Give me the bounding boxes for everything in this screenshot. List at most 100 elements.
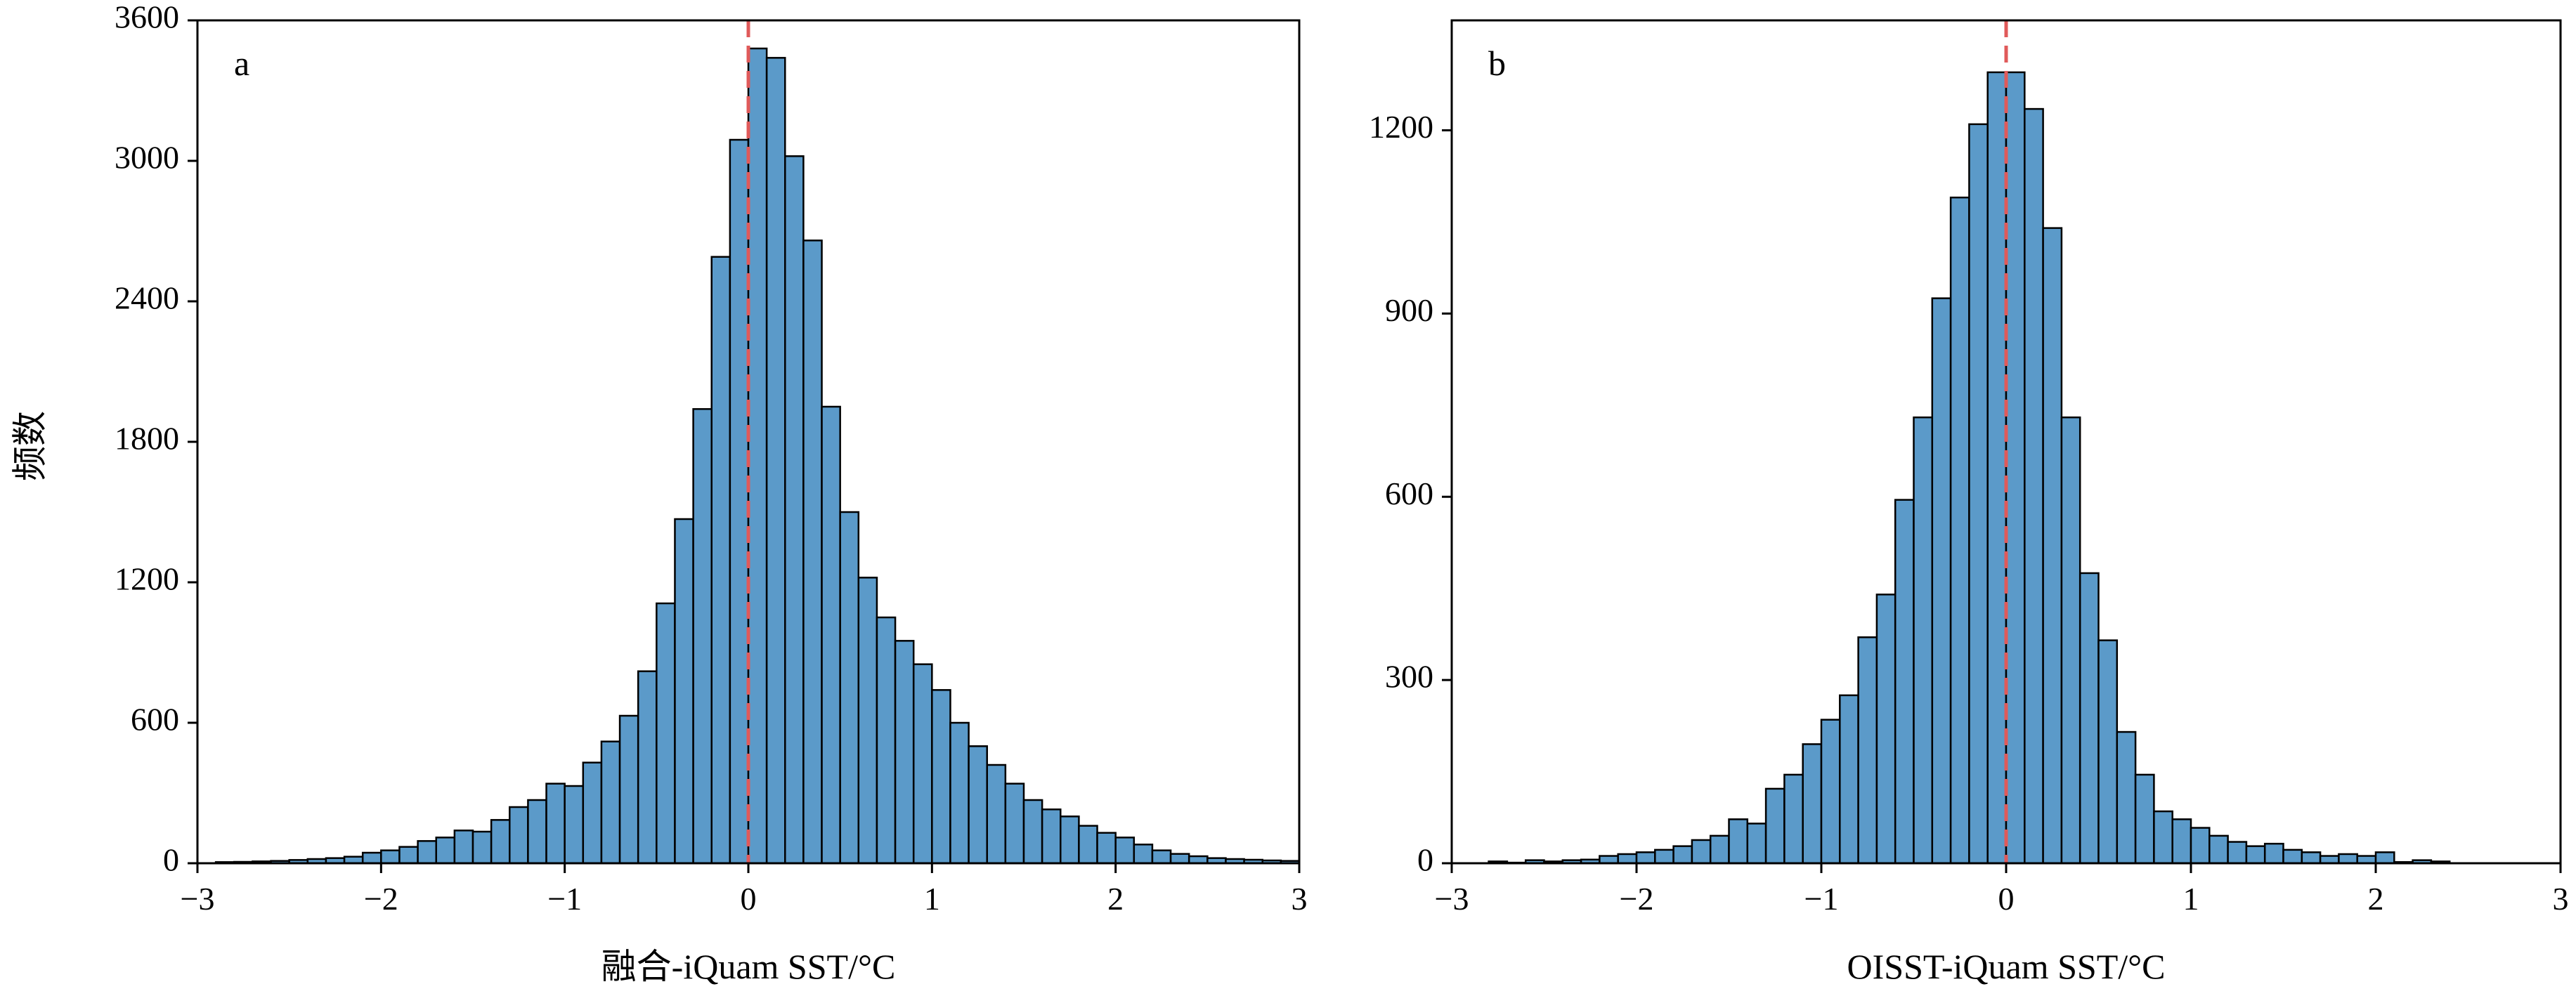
histogram-bar xyxy=(1078,825,1098,865)
y-tick-label: 600 xyxy=(1385,476,1433,511)
x-tick-label: −1 xyxy=(1804,881,1839,917)
histogram-bar xyxy=(1599,855,1619,865)
histogram-bar xyxy=(2209,834,2229,865)
histogram-bar xyxy=(1783,773,1804,865)
histogram-bar xyxy=(1654,848,1674,865)
panel-a-letter: a xyxy=(234,44,249,83)
histogram-bar xyxy=(618,714,639,865)
histogram-bar xyxy=(1709,834,1730,865)
histogram-bar xyxy=(2116,730,2137,865)
histogram-bar xyxy=(839,511,860,865)
histogram-bar xyxy=(2024,107,2044,865)
histogram-bar xyxy=(986,764,1007,865)
x-tick-label: 3 xyxy=(2553,881,2569,917)
y-tick-label: 1200 xyxy=(115,561,179,597)
histogram-bar xyxy=(876,616,897,865)
histogram-bar xyxy=(1096,832,1117,865)
histogram-bar xyxy=(1169,853,1190,865)
histogram-bar xyxy=(2042,227,2063,865)
panel-a-ticks: −3 −2 −1 0 1 2 3 0 600 1200 1800 2400 3000 3600 xyxy=(115,0,1308,917)
x-tick-label: 2 xyxy=(1107,881,1124,917)
histogram-bar xyxy=(2171,818,2192,865)
histogram-bar xyxy=(2301,851,2322,865)
histogram-bar xyxy=(545,782,566,865)
histogram-bar xyxy=(1635,851,1656,865)
x-tick-label: 0 xyxy=(741,881,757,917)
x-tick-label: 1 xyxy=(2183,881,2199,917)
y-tick-label: 3000 xyxy=(115,140,179,176)
x-tick-label: −2 xyxy=(364,881,398,917)
histogram-bar xyxy=(2356,855,2377,865)
histogram-bar xyxy=(1691,839,1712,865)
histogram-bar xyxy=(710,256,731,865)
histogram-bar xyxy=(1802,743,1823,865)
histogram-bar xyxy=(637,670,658,865)
histogram-bar xyxy=(656,602,676,865)
histogram-bar xyxy=(747,47,768,865)
y-tick-label: 2400 xyxy=(115,280,179,316)
histogram-bar xyxy=(435,837,456,865)
y-axis-title: 频数 xyxy=(10,411,49,481)
histogram-bar xyxy=(1114,837,1136,865)
histogram-bar xyxy=(1672,845,1693,865)
histogram-bar xyxy=(949,721,970,865)
histogram-bar xyxy=(1986,71,2008,865)
histogram-bar xyxy=(453,830,474,865)
histogram-bar xyxy=(564,785,585,865)
histogram-bar xyxy=(802,240,823,865)
histogram-bar xyxy=(600,740,621,865)
y-tick-label: 1200 xyxy=(1369,109,1433,145)
histogram-bar xyxy=(2079,572,2100,865)
histogram-bar xyxy=(857,577,878,865)
histogram-bar xyxy=(2060,416,2081,865)
x-tick-label: 2 xyxy=(2368,881,2384,917)
histogram-bar xyxy=(2097,639,2119,865)
histogram-bar xyxy=(2134,773,2155,865)
histogram-bar xyxy=(729,138,750,865)
histogram-bar xyxy=(1004,782,1025,865)
histogram-bar xyxy=(2374,851,2395,865)
x-tick-label: 1 xyxy=(924,881,940,917)
y-tick-label: 900 xyxy=(1385,292,1433,328)
histogram-bar xyxy=(821,405,841,865)
histogram-panel-b: −3 −2 −1 0 1 2 3 0 300 600 900 1200 b OISST-iQuam S… xyxy=(1369,19,2569,986)
histogram-bar xyxy=(2282,848,2303,865)
y-tick-label: 0 xyxy=(1417,842,1433,878)
panel-a-x-axis-title: 融合-iQuam SST/°C xyxy=(601,947,896,986)
y-tick-label: 1800 xyxy=(115,421,179,457)
histogram-bar xyxy=(912,663,933,865)
histogram-bar xyxy=(2190,827,2211,865)
histogram-bar xyxy=(765,57,786,865)
histogram-bar xyxy=(1875,594,1897,865)
histogram-bar xyxy=(398,846,419,865)
histogram-bar xyxy=(1041,808,1062,865)
y-tick-label: 300 xyxy=(1385,659,1433,695)
histogram-bar xyxy=(931,689,951,865)
x-tick-label: −2 xyxy=(1620,881,1654,917)
x-tick-label: 3 xyxy=(1292,881,1308,917)
histogram-bar xyxy=(2005,71,2026,865)
x-tick-label: −3 xyxy=(1435,881,1469,917)
histogram-bar xyxy=(361,851,382,865)
histogram-bar xyxy=(2338,853,2358,865)
histogram-bar xyxy=(784,155,805,865)
histogram-panel-a: −3 −2 −1 0 1 2 3 0 600 1200 1800 2400 3000 3600 a 融合-… xyxy=(115,0,1308,986)
histogram-bar xyxy=(1728,818,1749,865)
histogram-bar xyxy=(1857,636,1878,865)
histogram-bar xyxy=(1617,853,1638,865)
x-tick-label: −3 xyxy=(181,881,215,917)
histogram-bar xyxy=(1764,787,1785,865)
y-tick-label: 0 xyxy=(163,842,179,878)
histogram-bar xyxy=(1820,719,1841,865)
histogram-bar xyxy=(1894,499,1915,865)
histogram-bar xyxy=(471,830,493,865)
histogram-bar xyxy=(2245,845,2266,865)
histogram-bar xyxy=(2153,810,2173,865)
histogram-bar xyxy=(1746,823,1767,865)
histogram-bar xyxy=(1839,694,1859,865)
panel-b-x-axis-title: OISST-iQuam SST/°C xyxy=(1847,947,2166,986)
histogram-bar xyxy=(1151,849,1172,865)
histogram-bar xyxy=(380,849,401,865)
histogram-bar xyxy=(692,408,713,865)
histogram-bar xyxy=(417,840,437,865)
